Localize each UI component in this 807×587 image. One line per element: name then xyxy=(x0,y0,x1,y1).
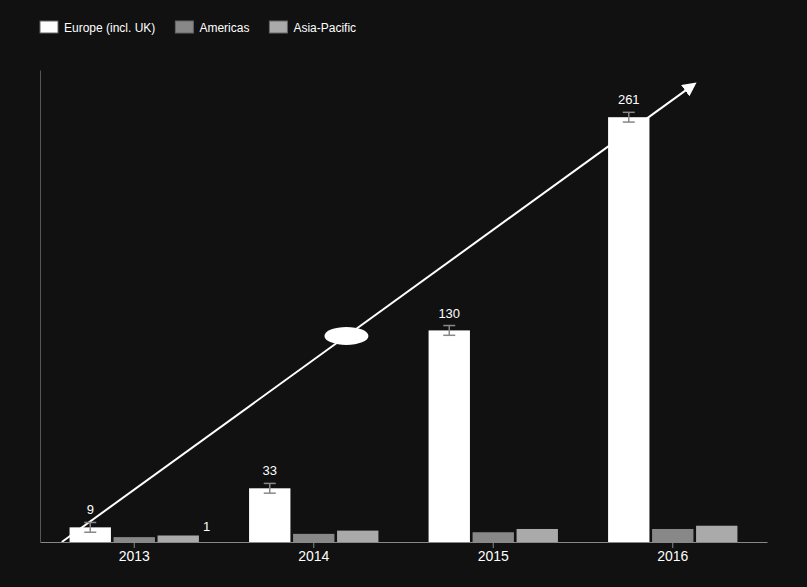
x-tick: 2013 xyxy=(119,542,150,564)
legend-label: Asia-Pacific xyxy=(293,21,356,35)
bar xyxy=(517,529,558,542)
legend: Europe (incl. UK) Americas Asia-Pacific xyxy=(40,21,356,35)
data-labels: 9 33 130 261 1 xyxy=(87,92,640,534)
error-bar-cap xyxy=(264,483,276,485)
annotation: 1 xyxy=(203,519,210,534)
y-axis xyxy=(40,71,41,543)
bar xyxy=(114,537,155,542)
data-label: 261 xyxy=(618,92,640,107)
error-bar-cap xyxy=(84,522,96,524)
bar xyxy=(249,488,290,542)
error-bar-cap xyxy=(443,335,455,337)
x-tick: 2015 xyxy=(478,542,509,564)
error-bar-line xyxy=(449,326,451,336)
legend-swatch xyxy=(269,21,287,33)
data-label: 33 xyxy=(263,463,277,478)
trend-ellipse xyxy=(324,327,368,345)
series xyxy=(158,526,738,542)
legend-label: Americas xyxy=(199,21,249,35)
bar xyxy=(652,529,693,542)
chart: 9 33 130 261 1 2013 2014 2015 2016 Europe (incl. … xyxy=(0,0,807,587)
bar xyxy=(158,535,199,542)
series xyxy=(70,117,650,542)
legend-swatch xyxy=(175,21,193,33)
bar xyxy=(473,532,514,542)
legend-item: Europe (incl. UK) xyxy=(40,21,155,35)
legend-swatch xyxy=(40,21,58,33)
x-tick-label: 2014 xyxy=(298,548,329,564)
legend-label: Europe (incl. UK) xyxy=(64,21,155,35)
background xyxy=(0,0,807,587)
x-axis: 2013 2014 2015 2016 xyxy=(41,542,768,564)
x-tick: 2014 xyxy=(298,542,329,564)
x-tick: 2016 xyxy=(657,542,688,564)
error-bar-cap xyxy=(443,325,455,327)
trend-arrow xyxy=(62,84,694,542)
error-bar xyxy=(623,112,635,122)
bar xyxy=(293,534,334,542)
x-tick-label: 2013 xyxy=(119,548,150,564)
x-tick-label: 2016 xyxy=(657,548,688,564)
error-bar-cap xyxy=(84,531,96,533)
error-bar-cap xyxy=(623,112,635,114)
plot: 9 33 130 261 1 2013 2014 2015 2016 xyxy=(41,71,768,564)
legend-item: Asia-Pacific xyxy=(269,21,356,35)
bar xyxy=(429,330,470,542)
error-bar-line xyxy=(269,483,271,493)
bar xyxy=(608,117,649,542)
y-axis-line xyxy=(40,71,41,543)
error-bar-line xyxy=(89,522,91,532)
x-tick-label: 2015 xyxy=(478,548,509,564)
data-label: 130 xyxy=(438,306,460,321)
series xyxy=(114,529,694,542)
x-axis-line xyxy=(41,542,768,543)
marks xyxy=(70,112,738,542)
error-bar-line xyxy=(628,112,630,122)
bar xyxy=(337,531,378,542)
data-label: 9 xyxy=(87,502,94,517)
legend-item: Americas xyxy=(175,21,249,35)
decoration xyxy=(62,84,694,542)
error-bar-cap xyxy=(623,121,635,123)
error-bar xyxy=(264,483,276,493)
error-bar-cap xyxy=(264,492,276,494)
bar xyxy=(696,526,737,542)
error-bar xyxy=(443,326,455,336)
error-bar xyxy=(84,522,96,532)
